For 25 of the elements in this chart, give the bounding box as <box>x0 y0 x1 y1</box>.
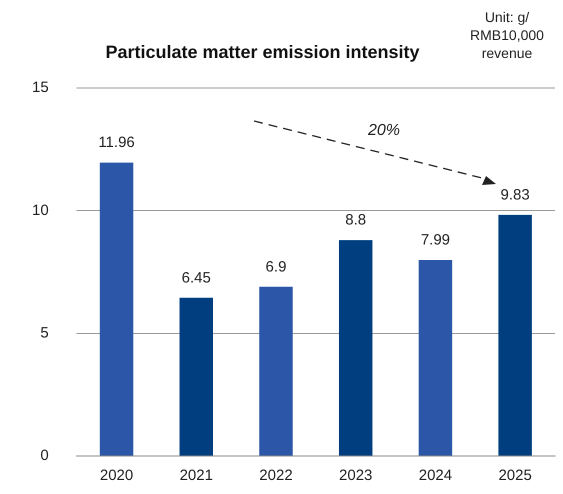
bar <box>100 162 134 456</box>
y-axis-title: Unit: g/ RMB10,000 revenue <box>469 8 545 62</box>
data-label: 6.45 <box>182 269 211 286</box>
data-label: 11.96 <box>98 134 135 152</box>
chart-title: Particulate matter emission intensity <box>105 42 420 62</box>
x-tick-label: 2022 <box>259 467 293 484</box>
x-tick-label: 2023 <box>339 467 372 484</box>
bar <box>498 214 532 456</box>
bar <box>259 286 293 456</box>
annotation: 20% <box>368 122 400 140</box>
y-tick-label: 10 <box>32 202 49 219</box>
y-tick-label: 15 <box>32 79 49 96</box>
bar <box>180 298 214 456</box>
x-tick-label: 2024 <box>418 467 452 484</box>
data-label: 7.99 <box>420 232 450 249</box>
y-tick-label: 0 <box>40 447 49 464</box>
x-tick-label: 2025 <box>498 467 532 484</box>
data-label: 9.83 <box>500 186 530 204</box>
bar <box>418 260 452 456</box>
x-tick-label: 2021 <box>180 467 213 484</box>
x-tick-label: 2020 <box>100 467 134 484</box>
bar <box>338 240 372 456</box>
data-label: 6.9 <box>266 258 286 276</box>
y-tick-label: 5 <box>40 324 49 342</box>
data-label: 8.8 <box>345 212 366 229</box>
